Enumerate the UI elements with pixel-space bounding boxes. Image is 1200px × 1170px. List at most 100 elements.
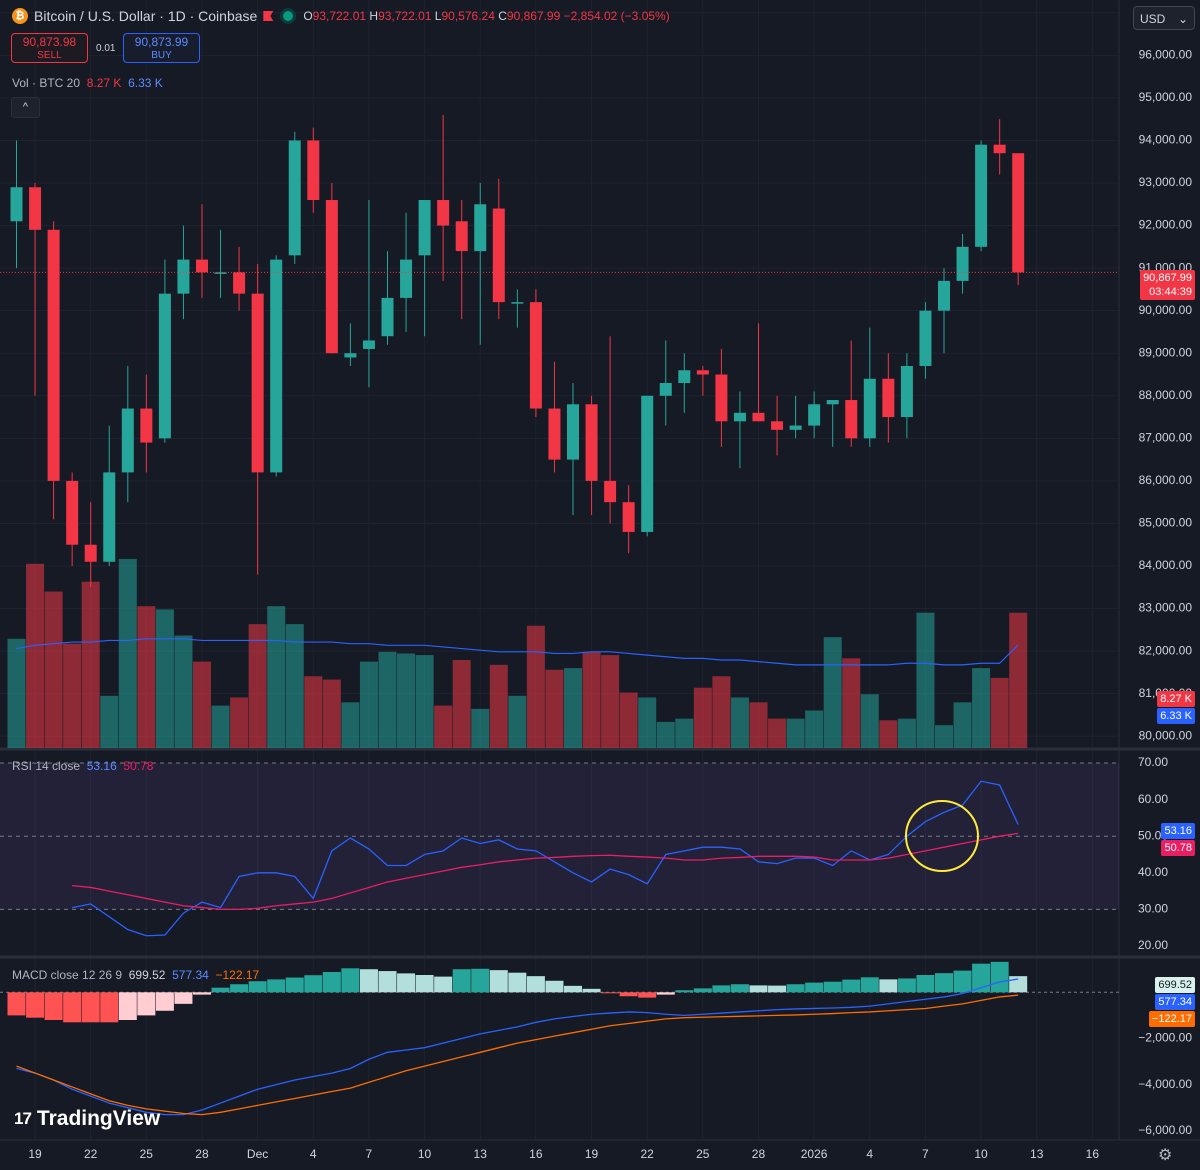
- symbol-title[interactable]: Bitcoin / U.S. Dollar · 1D · Coinbase: [34, 8, 258, 24]
- macd-hist-bar: [415, 975, 434, 993]
- volume-bar: [100, 695, 119, 748]
- macd-hist-bar: [842, 979, 861, 993]
- candle-body: [659, 383, 672, 396]
- candle-body: [789, 425, 802, 430]
- rsi-ma-line: [72, 832, 1019, 911]
- macd-legend[interactable]: MACD close 12 26 9 699.52 577.34 −122.17: [12, 968, 260, 982]
- time-axis[interactable]: 19 22 25 28 Dec 4 7 10 13 16 19 22 25 28 2026 4 7 10 13 16: [28, 1147, 1099, 1161]
- macd-hist-bar: [601, 992, 620, 994]
- volume-bar: [415, 655, 434, 748]
- macd-hist-bar: [916, 975, 935, 993]
- macd-hist-bar: [897, 978, 916, 993]
- price-tick-label: 96,000.00: [1139, 47, 1193, 61]
- sell-button[interactable]: 90,873.98 SELL: [11, 33, 88, 63]
- candle-body: [956, 246, 969, 281]
- time-tick-label: 4: [310, 1147, 317, 1161]
- tradingview-logo-icon: 17: [14, 1109, 32, 1128]
- macd-hist-bar: [193, 992, 211, 995]
- candle-body: [196, 259, 208, 273]
- logo-text: TradingView: [36, 1107, 161, 1130]
- volume-bar: [341, 702, 360, 748]
- macd-hist-bar: [860, 977, 879, 993]
- collapse-legend-button[interactable]: ^: [11, 97, 40, 118]
- candle-body: [975, 144, 988, 247]
- price-tick-label: 84,000.00: [1139, 558, 1193, 572]
- candle-body: [641, 395, 654, 532]
- candle-body: [362, 340, 375, 349]
- volume-bar: [211, 705, 230, 748]
- volume-ma-line: [16, 638, 1019, 666]
- volume-bar: [953, 702, 972, 748]
- macd-hist-bar: [638, 992, 657, 998]
- candle-body: [251, 293, 264, 473]
- tradingview-logo[interactable]: 17 TradingView: [14, 1107, 160, 1131]
- price-tick-label: 89,000.00: [1139, 345, 1193, 359]
- volume-bar: [7, 638, 26, 748]
- chevron-down-icon: ⌄: [1177, 12, 1188, 26]
- candle-body: [529, 302, 542, 409]
- candle-body: [604, 480, 617, 503]
- price-tick-label: 92,000.00: [1139, 218, 1193, 232]
- macd-hist-bar: [526, 976, 545, 993]
- symbol-header: ₿ Bitcoin / U.S. Dollar · 1D · Coinbase …: [12, 8, 670, 24]
- time-tick-label: 22: [84, 1147, 98, 1161]
- order-quantity[interactable]: 0.01: [96, 43, 116, 54]
- volume-bar: [267, 606, 286, 748]
- rsi-axis[interactable]: 70.00 60.00 50.00 40.00 30.00 20.00: [1138, 755, 1168, 952]
- volume-bar: [137, 606, 156, 748]
- macd-hist-bar: [7, 992, 26, 1016]
- buy-button[interactable]: 90,873.99 BUY: [123, 33, 200, 63]
- time-tick-label: 25: [696, 1147, 710, 1161]
- macd-hist-bar: [230, 984, 249, 993]
- sell-label: SELL: [37, 50, 62, 61]
- time-tick-label: 7: [366, 1147, 373, 1161]
- candle-body: [771, 421, 784, 430]
- candle-body: [845, 400, 858, 439]
- volume-bar: [434, 705, 453, 748]
- candle-body: [325, 200, 338, 354]
- volume-legend[interactable]: Vol · BTC 20 8.27 K 6.33 K: [12, 76, 163, 90]
- volume-bar: [842, 658, 861, 748]
- flag-icon[interactable]: [263, 11, 274, 21]
- volume-bar: [693, 687, 712, 748]
- currency-select[interactable]: USD ⌄: [1133, 6, 1195, 30]
- macd-hist-bar: [267, 979, 286, 993]
- macd-hist-bar: [155, 992, 174, 1011]
- macd-hist-bar: [786, 984, 805, 993]
- volume-ma-tag: 6.33 K: [1157, 708, 1195, 724]
- candle-body: [270, 259, 283, 473]
- volume-bar: [860, 694, 879, 748]
- macd-axis[interactable]: −2,000.00 −4,000.00 −6,000.00: [1138, 1031, 1192, 1137]
- candlesticks: [10, 114, 1025, 588]
- rsi-legend[interactable]: RSI 14 close 53.16 50.78: [12, 759, 154, 773]
- price-tick-label: 83,000.00: [1139, 601, 1193, 615]
- volume-bar: [656, 721, 675, 748]
- time-tick-label: 10: [418, 1147, 432, 1161]
- candle-body: [993, 144, 1006, 154]
- macd-hist-bar: [285, 977, 304, 993]
- rsi-tick-label: 30.00: [1138, 902, 1168, 916]
- macd-hist-bar: [378, 971, 397, 993]
- time-tick-label: 13: [1030, 1147, 1044, 1161]
- candle-body: [233, 272, 246, 294]
- volume-bar: [619, 692, 638, 748]
- macd-hist-bar: [100, 992, 119, 1023]
- time-tick-label: 19: [585, 1147, 599, 1161]
- volume-bar: [63, 643, 82, 748]
- volume-bar: [879, 720, 898, 748]
- settings-gear-icon[interactable]: ⚙: [1158, 1147, 1173, 1164]
- macd-hist-bar: [1009, 976, 1028, 993]
- time-tick-label: 28: [752, 1147, 766, 1161]
- macd-hist-bar: [137, 992, 156, 1016]
- price-tick-label: 82,000.00: [1139, 643, 1193, 657]
- macd-hist-bar: [823, 981, 842, 993]
- macd-hist-bar: [582, 988, 601, 993]
- candle-body: [715, 374, 728, 422]
- macd-hist-bar: [211, 987, 230, 993]
- candle-body: [1012, 153, 1025, 273]
- macd-hist-bar: [118, 992, 137, 1020]
- macd-tick-label: −4,000.00: [1138, 1077, 1192, 1091]
- signal-tag: −122.17: [1148, 1011, 1195, 1027]
- sell-price: 90,873.98: [22, 35, 77, 49]
